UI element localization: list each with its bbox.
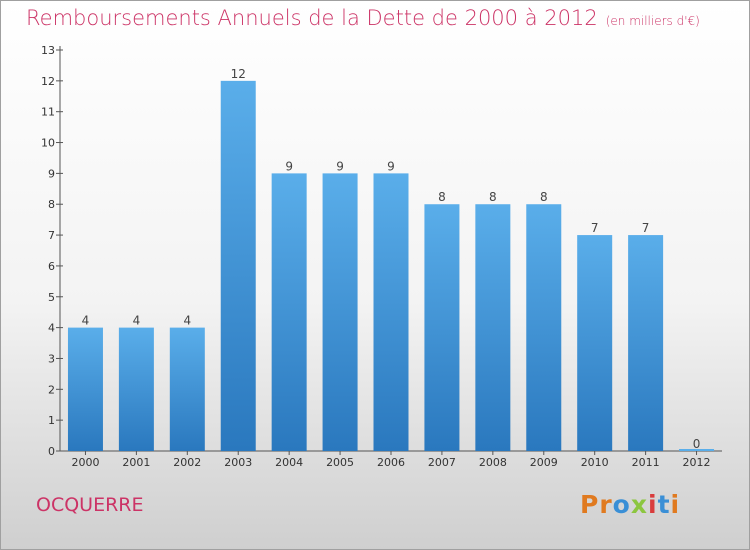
- logo-letter: P: [580, 490, 600, 519]
- bar-2011: [628, 235, 664, 451]
- data-label-2000: 4: [82, 314, 90, 328]
- data-label-2001: 4: [133, 314, 141, 328]
- data-label-2006: 9: [387, 159, 395, 173]
- x-tick-label: 2010: [581, 456, 609, 469]
- bar-2008: [475, 204, 511, 451]
- y-tick-label: 1: [48, 414, 55, 427]
- logo-letter: t: [657, 490, 671, 519]
- logo-letter: r: [599, 490, 613, 519]
- y-tick-label: 9: [48, 167, 55, 180]
- chart-subtitle: (en milliers d'€): [605, 14, 700, 28]
- data-labels: 4 4 4 12 9 9 9 8 8 8 7 7 0: [82, 67, 701, 451]
- data-label-2005: 9: [336, 159, 344, 173]
- data-label-2007: 8: [438, 190, 446, 204]
- y-tick-label: 2: [48, 383, 55, 396]
- y-tick-label: 8: [48, 198, 55, 211]
- data-label-2012: 0: [693, 437, 701, 451]
- title-text: Remboursements Annuels de la Dette de 20…: [26, 6, 598, 30]
- y-tick-label: 13: [41, 44, 55, 57]
- x-tick-label: 2005: [326, 456, 354, 469]
- x-tick-label: 2002: [173, 456, 201, 469]
- bar-2003: [220, 80, 256, 451]
- x-tick-label: 2004: [275, 456, 303, 469]
- data-label-2003: 12: [231, 67, 246, 81]
- town-name: OCQUERRE: [36, 494, 144, 516]
- logo-letter: i: [648, 490, 658, 519]
- x-tick-label: 2009: [530, 456, 558, 469]
- y-tick-label: 6: [48, 260, 55, 273]
- x-tick-label: 2008: [479, 456, 507, 469]
- data-label-2010: 7: [591, 221, 599, 235]
- y-tick-label: 11: [41, 106, 55, 119]
- bar-2007: [424, 204, 460, 451]
- bar-series: [67, 80, 715, 451]
- y-tick-label: 0: [48, 445, 55, 458]
- bar-2002: [169, 327, 205, 451]
- data-label-2011: 7: [642, 221, 650, 235]
- logo-letter: i: [670, 490, 681, 519]
- y-tick-label: 4: [48, 322, 55, 335]
- x-tick-label: 2001: [122, 456, 150, 469]
- x-tick-label: 2003: [224, 456, 252, 469]
- y-tick-label: 12: [41, 75, 55, 88]
- chart-title: Remboursements Annuels de la Dette de 20…: [26, 6, 700, 30]
- y-tick-label: 10: [41, 137, 55, 150]
- x-tick-label: 2011: [632, 456, 660, 469]
- bar-2001: [118, 327, 154, 451]
- data-label-2002: 4: [183, 314, 191, 328]
- logo-letter: o: [612, 490, 631, 519]
- data-label-2008: 8: [489, 190, 497, 204]
- bar-2005: [322, 173, 358, 451]
- x-tick-label: 2000: [71, 456, 99, 469]
- x-tick-label: 2012: [683, 456, 711, 469]
- data-label-2004: 9: [285, 159, 293, 173]
- bar-2009: [526, 204, 562, 451]
- x-tick-label: 2007: [428, 456, 456, 469]
- y-tick-label: 7: [48, 229, 55, 242]
- data-label-2009: 8: [540, 190, 548, 204]
- y-tick-label: 3: [48, 352, 55, 365]
- bar-2010: [577, 235, 613, 451]
- bar-2000: [67, 327, 103, 451]
- x-tick-label: 2006: [377, 456, 405, 469]
- bar-2004: [271, 173, 307, 451]
- y-tick-label: 5: [48, 291, 55, 304]
- proxiti-logo[interactable]: Proxiti: [580, 490, 680, 519]
- bar-2006: [373, 173, 409, 451]
- logo-letter: x: [630, 490, 648, 519]
